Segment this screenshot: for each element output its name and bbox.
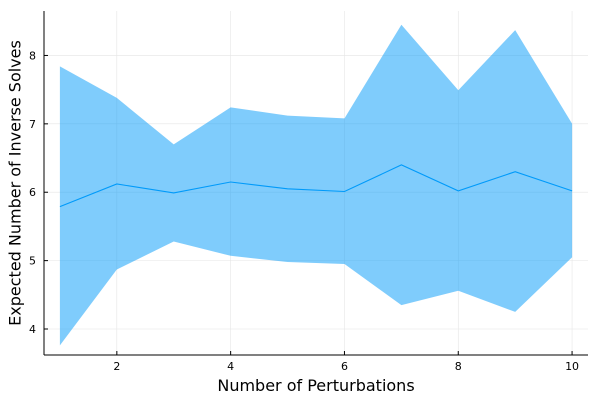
x-tick-label: 2 bbox=[113, 360, 120, 373]
y-tick-label: 7 bbox=[29, 118, 36, 131]
x-tick-label: 4 bbox=[227, 360, 234, 373]
band-area bbox=[59, 24, 573, 346]
axes bbox=[43, 11, 588, 356]
x-tick-label: 8 bbox=[455, 360, 462, 373]
y-tick-label: 4 bbox=[29, 323, 36, 336]
y-axis-title: Expected Number of Inverse Solves bbox=[6, 40, 25, 326]
x-tick-label: 6 bbox=[341, 360, 348, 373]
y-tick-label: 8 bbox=[29, 49, 36, 62]
y-tick-label: 5 bbox=[29, 255, 36, 268]
mean-line bbox=[59, 164, 573, 208]
x-tick-label: 10 bbox=[565, 360, 579, 373]
mean-line-layer bbox=[59, 164, 573, 208]
tick-labels: 2 4 6 8 10 4 5 6 7 8 bbox=[29, 49, 579, 373]
x-axis-title: Number of Perturbations bbox=[217, 376, 414, 395]
confidence-band bbox=[59, 24, 573, 346]
y-tick-label: 6 bbox=[29, 186, 36, 199]
